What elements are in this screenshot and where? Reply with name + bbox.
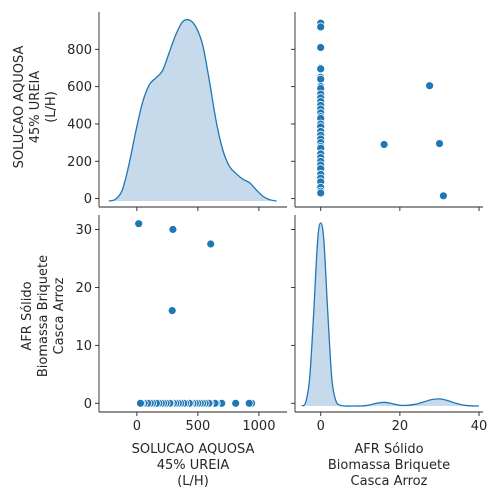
kde-area-solucao	[108, 19, 277, 202]
kde-line-solucao	[108, 18, 277, 202]
scatter-point	[167, 306, 177, 316]
xlabel-col1-group: AFR Sólido Biomassa Briquete Casca Arroz	[328, 442, 450, 489]
scatter-point	[316, 188, 326, 198]
scatter-point	[316, 74, 326, 84]
scatter-point	[136, 398, 145, 408]
scatter-panel-afr-vs-solucao	[316, 18, 448, 201]
xlabel-col0-l1: SOLUCAO AQUOSA	[132, 442, 255, 457]
p11-xtick-label: 20	[392, 419, 409, 434]
ylabel-row0-l3: (L/H)	[44, 91, 59, 123]
p00-ytick-label: 400	[67, 117, 92, 132]
ylabel-row1-l3: Casca Arroz	[52, 277, 67, 354]
scatter-point	[168, 225, 178, 234]
kde-panel-afr	[301, 222, 480, 407]
ylabel-row1-l1: AFR Sólido	[20, 281, 35, 350]
ylabel-row1-l2: Biomassa Briquete	[36, 255, 51, 377]
p10-xtick-label: 500	[185, 419, 210, 434]
ylabel-row1-group: AFR Sólido Biomassa Briquete Casca Arroz	[20, 255, 67, 377]
p11-xtick-label: 40	[471, 419, 488, 434]
xlabel-col0-group: SOLUCAO AQUOSA 45% UREIA (L/H)	[132, 442, 255, 489]
kde-line-afr	[301, 222, 480, 407]
scatter-point	[425, 81, 435, 91]
scatter-point	[316, 43, 326, 52]
scatter-point	[206, 239, 216, 249]
xlabel-col1-l2: Biomassa Briquete	[328, 458, 450, 473]
scatter-point	[379, 140, 389, 149]
ylabel-row0-group: SOLUCAO AQUOSA 45% UREIA (L/H)	[12, 46, 59, 169]
scatter-point	[316, 22, 326, 32]
p10-xtick-label: 0	[133, 419, 141, 434]
axes: 0 200 400 600 800 0 10 20 30 0 500 1000 0 20 40	[67, 12, 487, 434]
scatter-point	[244, 398, 254, 408]
scatter-point	[231, 398, 241, 408]
xlabel-col0-l2: 45% UREIA	[157, 458, 230, 473]
p00-ytick-label: 600	[67, 80, 92, 95]
scatter-point	[134, 219, 144, 229]
xlabel-col1-l3: Casca Arroz	[351, 474, 428, 489]
xlabel-col1-l1: AFR Sólido	[354, 442, 423, 457]
ylabel-row0-l1: SOLUCAO AQUOSA	[12, 46, 27, 169]
kde-panel-solucao	[108, 18, 277, 202]
scatter-point	[316, 64, 326, 74]
p10-ytick-label: 0	[84, 397, 92, 412]
p00-ytick-label: 200	[67, 155, 92, 170]
kde-area-afr	[301, 223, 479, 407]
p10-xtick-label: 1000	[242, 419, 275, 434]
p00-ytick-label: 800	[67, 43, 92, 58]
p10-ytick-label: 10	[75, 339, 92, 354]
scatter-point	[438, 191, 448, 201]
scatter-point	[435, 139, 444, 149]
p10-ytick-label: 30	[75, 223, 92, 238]
scatter-panel-solucao-vs-afr	[134, 219, 257, 408]
p11-xtick-label: 0	[317, 419, 325, 434]
p10-ytick-label: 20	[75, 281, 92, 296]
ylabel-row0-l2: 45% UREIA	[28, 71, 43, 144]
p00-ytick-label: 0	[84, 192, 92, 207]
xlabel-col0-l3: (L/H)	[177, 474, 209, 489]
